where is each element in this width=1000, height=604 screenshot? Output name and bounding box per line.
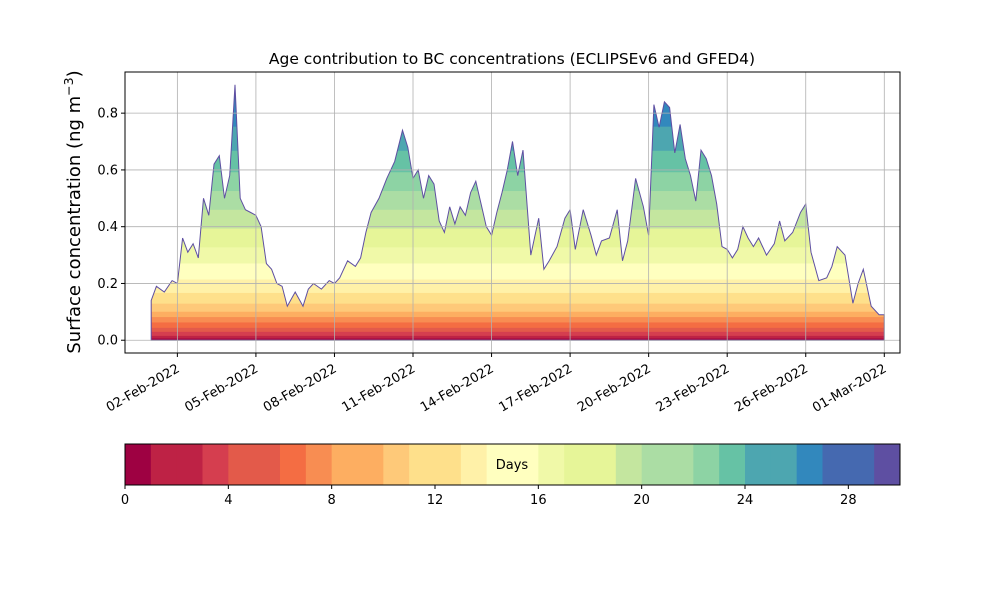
colorbar-segment <box>486 444 513 485</box>
colorbar-segment <box>176 444 203 485</box>
colorbar-segment <box>331 444 358 485</box>
x-tick-label: 02-Feb-2022 <box>104 361 183 415</box>
x-tick-label: 11-Feb-2022 <box>339 361 418 415</box>
y-axis-label-main: Surface concentration (ng m <box>64 96 85 354</box>
colorbar-label: Days <box>496 458 529 473</box>
grid <box>125 72 900 353</box>
colorbar-tick-label: 16 <box>530 493 547 508</box>
colorbar-segment <box>874 444 901 485</box>
colorbar-segment <box>357 444 384 485</box>
colorbar-segment <box>383 444 410 485</box>
colorbar-segment <box>848 444 875 485</box>
age-band-5 <box>151 316 885 323</box>
colorbar-segment <box>719 444 746 485</box>
y-axis: 0.0 0.2 0.4 0.6 0.8 <box>97 107 125 349</box>
colorbar-segment <box>822 444 849 485</box>
age-band-6 <box>151 310 885 318</box>
colorbar-tick-label: 20 <box>633 493 650 508</box>
age-band-2 <box>151 330 885 336</box>
colorbar-segment <box>667 444 694 485</box>
x-tick-label: 01-Mar-2022 <box>810 361 889 415</box>
colorbar-segment <box>435 444 462 485</box>
colorbar-segment <box>796 444 823 485</box>
plot-frame <box>124 71 901 354</box>
x-tick-label: 20-Feb-2022 <box>575 361 654 415</box>
colorbar-tick-label: 8 <box>328 493 336 508</box>
colorbar-segment <box>228 444 255 485</box>
chart-title: Age contribution to BC concentrations (E… <box>269 50 755 68</box>
colorbar-segment <box>512 444 539 485</box>
age-band-16 <box>151 149 885 173</box>
age-band-9 <box>151 278 885 293</box>
colorbar-segment <box>150 444 178 485</box>
x-tick-label: 17-Feb-2022 <box>497 361 576 415</box>
colorbar-segment <box>538 444 565 485</box>
colorbar-tick-label: 24 <box>737 493 754 508</box>
total-concentration-outline <box>150 84 885 341</box>
age-band-4 <box>151 321 885 328</box>
x-tick-label: 05-Feb-2022 <box>182 361 261 415</box>
y-tick-label: 0.0 <box>97 334 118 349</box>
colorbar-segment <box>770 444 798 485</box>
x-tick-label: 14-Feb-2022 <box>418 361 497 415</box>
x-axis: 02-Feb-2022 05-Feb-2022 08-Feb-2022 11-Feb-… <box>104 353 889 416</box>
colorbar: 0 4 8 12 16 20 24 28 <box>121 443 901 508</box>
colorbar-tick-label: 0 <box>121 493 129 508</box>
x-tick-label: 08-Feb-2022 <box>261 361 340 415</box>
colorbar-tick-label: 28 <box>840 493 857 508</box>
y-tick-label: 0.4 <box>97 220 118 235</box>
age-band-1 <box>151 334 885 339</box>
colorbar-segment <box>590 444 617 485</box>
y-axis-label-exponent: −3 <box>61 77 76 95</box>
age-band-18 <box>151 98 885 127</box>
age-band-17 <box>151 125 885 151</box>
age-band-15 <box>151 171 885 192</box>
colorbar-segment <box>693 444 720 485</box>
colorbar-segment <box>641 444 668 485</box>
colorbar-segment <box>564 444 591 485</box>
x-tick-label: 26-Feb-2022 <box>732 361 811 415</box>
y-axis-label-close: ) <box>64 70 85 77</box>
colorbar-tick-label: 4 <box>224 493 232 508</box>
colorbar-segment <box>409 444 436 485</box>
colorbar-segment <box>280 444 307 485</box>
age-band-13 <box>151 208 885 229</box>
colorbar-segment <box>202 444 229 485</box>
age-band-0 <box>151 337 885 341</box>
y-axis-label: Surface concentration (ng m−3) <box>61 70 85 353</box>
age-band-10 <box>151 262 885 280</box>
colorbar-segment <box>305 444 333 485</box>
colorbar-segment <box>745 444 772 485</box>
age-band-7 <box>151 302 885 312</box>
colorbar-segment <box>125 444 152 485</box>
colorbar-tick-label: 12 <box>427 493 444 508</box>
colorbar-segment <box>254 444 281 485</box>
colorbar-segment <box>615 444 643 485</box>
y-tick-label: 0.2 <box>97 277 118 292</box>
age-band-11 <box>151 246 885 264</box>
colorbar-segment <box>460 444 488 485</box>
colorbar-frame <box>124 443 901 486</box>
y-tick-label: 0.6 <box>97 163 118 178</box>
y-tick-label: 0.8 <box>97 107 118 122</box>
x-tick-label: 23-Feb-2022 <box>654 361 733 415</box>
age-band-3 <box>151 326 885 332</box>
age-band-8 <box>151 291 885 304</box>
age-band-19 <box>151 84 885 100</box>
